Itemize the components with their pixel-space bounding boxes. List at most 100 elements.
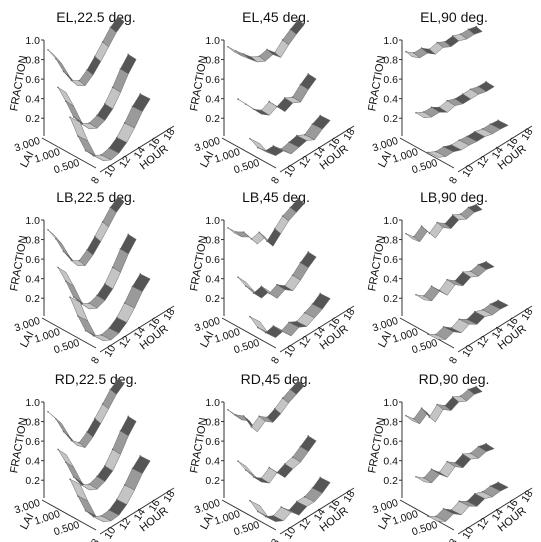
data-point	[116, 316, 118, 319]
data-point	[123, 302, 126, 304]
lai-axis-line	[399, 137, 455, 169]
ribbon-segment	[120, 416, 137, 437]
data-point	[94, 235, 96, 238]
z-tick-label: 1.0	[205, 35, 220, 47]
data-point	[485, 260, 487, 263]
data-point	[466, 135, 468, 138]
series-lai-1.000	[57, 53, 137, 130]
z-tick-label: 0.2	[25, 113, 40, 125]
data-point	[88, 302, 90, 304]
data-point	[260, 477, 263, 479]
data-point	[405, 50, 407, 53]
data-point	[489, 485, 492, 487]
data-point	[227, 227, 229, 229]
ribbon-segment	[467, 26, 483, 35]
data-point	[70, 259, 73, 262]
panel-title: EL,45 deg.	[242, 9, 310, 25]
z-tick-label: 0.2	[25, 475, 40, 487]
ribbon-segment	[251, 231, 266, 245]
data-point	[127, 233, 129, 236]
ribbon-segment	[132, 455, 151, 474]
hour-tick-label: 18	[161, 126, 177, 142]
data-point	[296, 134, 298, 137]
data-point	[454, 461, 456, 464]
data-point	[307, 435, 309, 437]
data-point	[264, 149, 267, 152]
data-point	[297, 379, 299, 382]
data-point	[405, 232, 407, 235]
data-point	[109, 206, 112, 209]
data-point	[62, 70, 65, 73]
data-point	[274, 227, 276, 230]
data-point	[127, 53, 129, 56]
ribbon-segment	[265, 325, 284, 338]
series-lai-3.000	[249, 292, 331, 338]
hour-tick-label: 18	[341, 488, 357, 504]
data-point	[272, 325, 275, 327]
hour-tick-label: 10	[460, 525, 476, 541]
data-point	[47, 228, 49, 231]
hour-tick-label: 14	[132, 507, 148, 523]
data-point	[289, 28, 292, 31]
z-tick-label: 1.0	[383, 35, 398, 47]
hour-axis-line	[99, 125, 175, 173]
data-point	[266, 48, 268, 51]
data-point	[420, 407, 423, 409]
z-tick-label: 0.8	[25, 417, 40, 429]
ribbon-segment	[237, 460, 254, 476]
series-lai-0.500	[47, 15, 125, 86]
z-tick-label: 0.4	[383, 456, 398, 468]
data-point	[77, 315, 79, 317]
data-point	[436, 403, 438, 406]
panel-title: LB,45 deg.	[242, 189, 310, 205]
data-point	[289, 206, 292, 209]
data-point	[260, 109, 263, 112]
ribbon-segment	[120, 54, 137, 75]
z-tick-label: 0.8	[25, 55, 40, 67]
z-tick-label: 1.0	[25, 215, 40, 227]
data-point	[450, 327, 453, 329]
panel-title: EL,90 deg.	[420, 9, 488, 25]
z-tick-label: 0.2	[205, 293, 220, 305]
ribbon-segment	[227, 46, 242, 57]
hour-tick-label: 10	[282, 163, 298, 179]
data-point	[245, 469, 247, 471]
data-point	[467, 206, 470, 209]
panel-2: EL,45 deg.1.00.80.60.40.2FRACTION3.0001.…	[188, 9, 357, 186]
data-point	[252, 108, 255, 110]
data-point	[237, 460, 239, 462]
data-point	[497, 299, 499, 302]
data-point	[257, 326, 259, 329]
hour-tick-label: 16	[146, 315, 162, 331]
hour-tick-label: 14	[312, 145, 328, 161]
ribbon-segment	[477, 81, 495, 92]
lai-tick-label: 0.500	[410, 337, 439, 357]
hour-tick-label: 8	[447, 355, 460, 366]
series-lai-1.000	[415, 442, 495, 484]
data-point	[242, 231, 245, 233]
z-tick-label: 0.8	[205, 235, 220, 247]
lai-axis-line	[41, 317, 97, 349]
z-tick-label: 0.6	[205, 436, 220, 448]
series-lai-3.000	[427, 481, 509, 522]
hour-tick-label: 18	[519, 126, 535, 142]
hour-tick-label: 14	[490, 145, 506, 161]
data-point	[311, 487, 314, 489]
ribbon-segment	[249, 316, 269, 333]
series-lai-0.500	[47, 377, 125, 448]
hour-tick-label: 14	[132, 145, 148, 161]
z-tick-label: 0.2	[205, 113, 220, 125]
z-tick-label: 0.6	[205, 74, 220, 86]
data-point	[459, 213, 462, 215]
hour-tick-label: 12	[117, 334, 133, 350]
hour-tick-label: 8	[269, 355, 282, 366]
z-tick-label: 1.0	[25, 397, 40, 409]
data-point	[250, 426, 253, 428]
data-point	[264, 515, 267, 518]
z-tick-label: 1.0	[205, 397, 220, 409]
data-point	[435, 515, 437, 518]
data-point	[311, 303, 314, 305]
data-point	[119, 68, 122, 70]
hour-tick-label: 14	[132, 325, 148, 341]
data-point	[57, 266, 59, 269]
